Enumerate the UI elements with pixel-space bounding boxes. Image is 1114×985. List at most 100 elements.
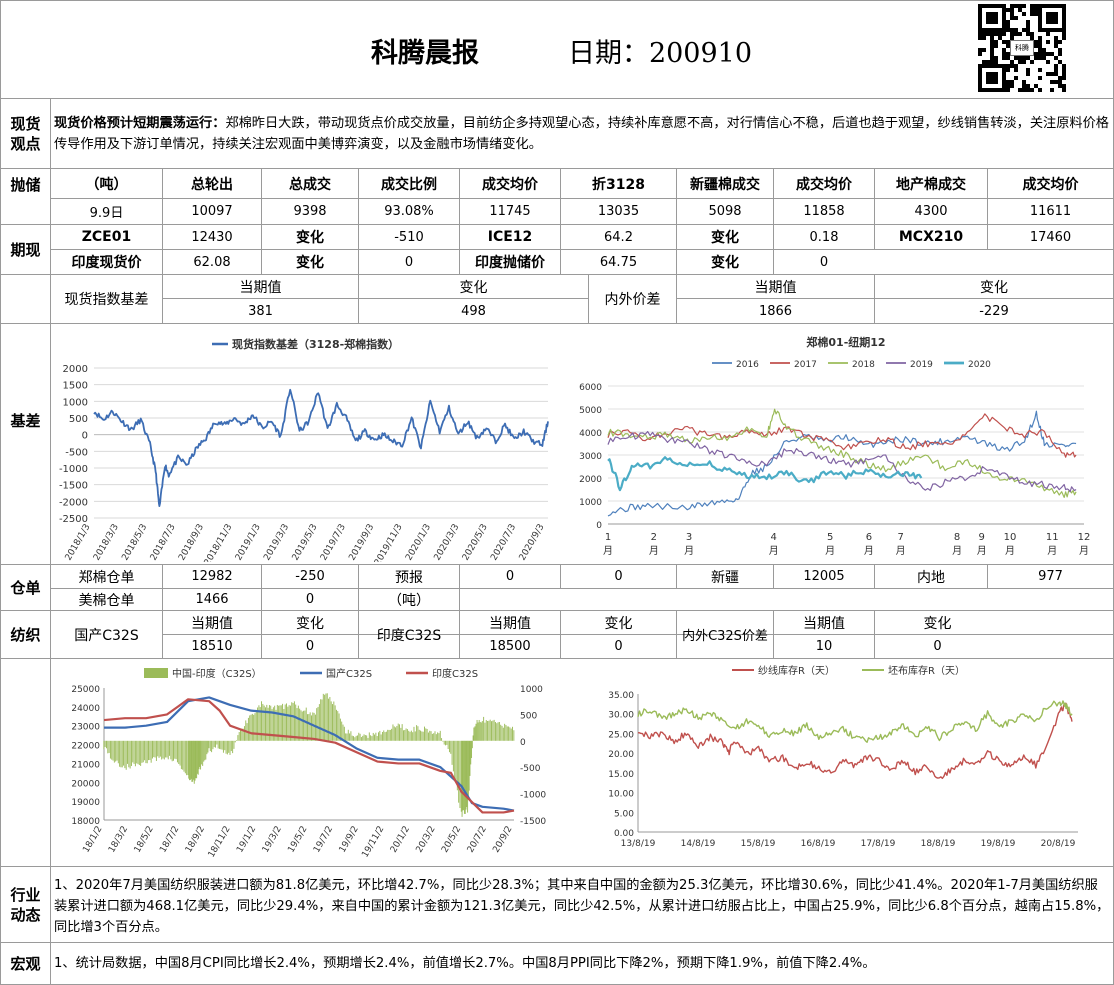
- yarn-ytick-7: 18000: [71, 817, 100, 827]
- inventory-ytick-3: 20.00: [608, 750, 634, 760]
- yarn-bar: [410, 730, 412, 741]
- spread-ytick-0: 6000: [579, 383, 602, 393]
- section-spot-view: 现货 观点: [1, 99, 50, 168]
- spread-title: 郑棉01-纽期12: [806, 335, 885, 349]
- yarn-bar: [216, 740, 218, 745]
- yarn-bar: [228, 740, 230, 753]
- yarn-bar: [115, 740, 117, 762]
- yarn-bar: [408, 730, 410, 741]
- yarn-bar: [445, 740, 446, 746]
- yarn-bar: [309, 712, 311, 741]
- yarn-bar: [293, 701, 295, 741]
- yarn-bar: [180, 740, 182, 770]
- yarn-bar: [413, 726, 415, 741]
- yarn-bar: [318, 704, 320, 741]
- basis-h-change-2: 变化: [980, 279, 1008, 296]
- warehouse1-cell-8: 内地: [917, 569, 945, 586]
- yarn-bar: [205, 740, 207, 760]
- spread-legend-2: 2018: [852, 360, 875, 370]
- yarn-y2tick-1: 500: [520, 711, 537, 721]
- spin-h-current-in: 当期值: [489, 615, 531, 632]
- yarn-bar: [150, 740, 152, 763]
- yarn-bar: [175, 740, 177, 760]
- yarn-bar: [254, 713, 256, 741]
- basis-label-spread: 内外价差: [604, 292, 661, 308]
- yarn-bar: [358, 732, 360, 741]
- spread-xtick-num-7: 8: [954, 532, 960, 543]
- yarn-bar: [355, 735, 357, 741]
- yarn-bar: [421, 731, 423, 741]
- section-spinning: 纺织: [10, 626, 41, 644]
- yarn-bar: [157, 740, 159, 757]
- yarn-bar: [279, 705, 281, 741]
- industry-text: 1、2020年7月美国纺织服装进口额为81.8亿美元，环比增42.7%，同比少2…: [54, 878, 1110, 935]
- yarn-bar: [350, 731, 352, 741]
- yarn-bar: [166, 740, 168, 758]
- inventory-xtick-7: 20/8/19: [1041, 839, 1076, 849]
- yarn-bar: [284, 704, 286, 741]
- yarn-xtick-16: 20/9/2: [491, 825, 514, 855]
- yarn-bar: [342, 724, 344, 741]
- yarn-bar: [129, 740, 131, 769]
- inventory-ytick-1: 30.00: [608, 711, 634, 721]
- yarn-bar: [389, 729, 391, 741]
- yarn-y2tick-4: -1000: [520, 791, 546, 801]
- reserve-cell-3: 93.08%: [384, 204, 434, 219]
- yarn-bar: [376, 736, 378, 741]
- yarn-bar: [173, 740, 174, 761]
- yarn-bar: [195, 740, 197, 779]
- yarn-bar: [288, 705, 290, 741]
- yarn-bar: [402, 730, 404, 741]
- basis-xtick-13: 2020/3/3: [433, 523, 462, 563]
- spread-xtick-num-1: 2: [651, 532, 657, 543]
- yarn-bar: [209, 740, 211, 752]
- yarn-bar: [383, 730, 385, 741]
- yarn-bar: [276, 704, 278, 741]
- basis-xtick-4: 2018/9/3: [177, 523, 206, 563]
- inventory-xtick-3: 16/8/19: [801, 839, 836, 849]
- yarn-y2tick-5: -1500: [520, 817, 546, 827]
- yarn-bar: [506, 726, 508, 741]
- yarn-bar: [275, 709, 277, 741]
- yarn-bar: [447, 740, 449, 750]
- futures2-cell-3: 0: [404, 254, 414, 270]
- yarn-bar: [501, 725, 503, 741]
- yarn-bar: [505, 725, 507, 741]
- yarn-bar: [380, 734, 382, 741]
- yarn-bar: [485, 720, 487, 741]
- yarn-bar: [295, 704, 297, 741]
- spot-view-text: 现货价格预计短期震荡运行：郑棉昨日大跌，带动现货点价成交放量，目前纺企多持观望心…: [54, 113, 1110, 155]
- yarn-bar: [321, 699, 323, 741]
- yarn-bar: [401, 724, 403, 741]
- yarn-bar: [107, 740, 109, 754]
- yarn-xtick-0: 18/1/2: [81, 825, 104, 855]
- yarn-bar: [236, 740, 238, 741]
- yarn-bar: [328, 698, 330, 741]
- yarn-bar: [435, 734, 437, 741]
- yarn-bar: [225, 740, 227, 754]
- inventory-ytick-6: 5.00: [614, 809, 634, 819]
- yarn-bar: [314, 714, 316, 741]
- futures2-cell-2: 变化: [296, 255, 324, 271]
- yarn-bar: [301, 711, 303, 741]
- spread-xtick-num-5: 6: [866, 532, 872, 543]
- yarn-bar: [371, 736, 373, 741]
- yarn-bar: [242, 728, 244, 741]
- futures2-cell-6: 变化: [711, 255, 739, 271]
- yarn-bar: [251, 713, 253, 741]
- spread-ytick-5: 1000: [579, 498, 602, 508]
- basis-xtick-7: 2019/3/3: [262, 523, 291, 563]
- yarn-bar: [217, 740, 219, 749]
- yarn-bar: [112, 740, 114, 761]
- yarn-bar: [498, 722, 500, 741]
- yarn-bar: [439, 730, 441, 741]
- yarn-bar: [422, 731, 424, 741]
- yarn-bar: [154, 740, 156, 758]
- yarn-bar: [278, 705, 280, 741]
- report-date: 日期：200910: [567, 37, 753, 69]
- yarn-bar: [274, 705, 276, 741]
- section-reserve: 抛储: [10, 175, 41, 194]
- inventory-ytick-4: 15.00: [608, 770, 634, 780]
- basis-xtick-2: 2018/5/3: [120, 523, 149, 563]
- yarn-bar: [433, 733, 435, 741]
